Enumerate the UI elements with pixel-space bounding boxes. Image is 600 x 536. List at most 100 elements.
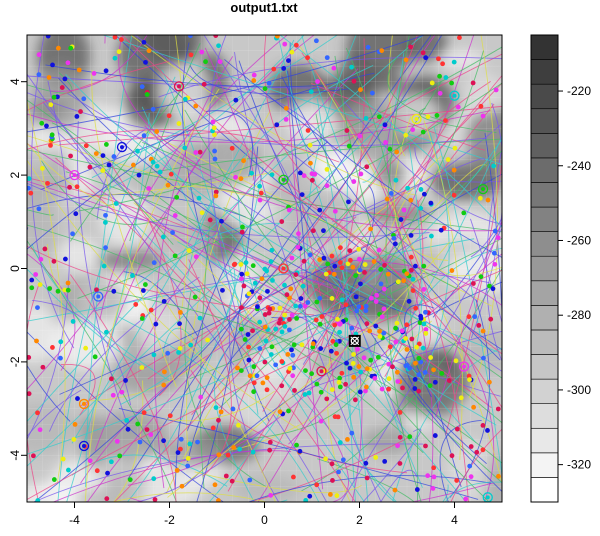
data-point (210, 119, 216, 125)
trajectory-line (419, 107, 497, 133)
data-point (416, 341, 422, 347)
data-point (36, 52, 42, 58)
data-point (423, 330, 429, 336)
colorbar-band (530, 354, 559, 380)
data-point (410, 127, 416, 133)
data-point (287, 295, 292, 301)
data-point (257, 295, 263, 301)
data-point (413, 305, 419, 311)
colorbar-tick-label: -300 (567, 383, 591, 397)
circled-point-dot (177, 84, 181, 89)
data-point (421, 321, 427, 327)
data-point (351, 78, 357, 84)
data-point (72, 422, 78, 427)
y-axis: -4 -2 0 2 4 (8, 78, 27, 461)
trajectory-line (120, 268, 236, 405)
data-point (404, 347, 410, 352)
data-point (431, 465, 437, 471)
data-point (381, 330, 387, 336)
data-point (294, 442, 299, 448)
data-point (141, 133, 147, 139)
data-point (236, 422, 241, 428)
data-point (391, 235, 397, 241)
data-point (440, 61, 445, 67)
circled-point-ring (78, 440, 90, 452)
data-point (137, 439, 143, 445)
data-point (73, 211, 79, 217)
data-point (399, 328, 405, 334)
data-point (408, 233, 414, 238)
data-point (317, 207, 323, 213)
data-point (467, 463, 473, 469)
data-point (395, 443, 400, 449)
heatmap-blob (361, 427, 412, 455)
data-point (237, 446, 243, 452)
colorbar-frame (530, 34, 559, 503)
data-point (111, 154, 117, 159)
data-point (35, 498, 41, 502)
data-point (205, 337, 210, 343)
data-point (172, 253, 178, 259)
data-point (379, 386, 385, 392)
data-point (213, 35, 219, 38)
data-point (361, 355, 367, 361)
data-point (303, 368, 308, 374)
trajectory-line (127, 327, 360, 486)
data-point (330, 478, 335, 483)
data-point (414, 344, 420, 350)
data-point (349, 325, 355, 331)
data-point (212, 156, 218, 162)
data-point (309, 177, 315, 183)
best-marker-ring (350, 336, 359, 345)
data-point (55, 288, 61, 294)
trajectory-line (45, 64, 323, 88)
data-point (412, 377, 418, 382)
trajectory-line (27, 110, 491, 143)
data-point (336, 379, 342, 385)
data-point (70, 231, 75, 237)
data-point (33, 272, 39, 277)
data-point (246, 291, 252, 297)
data-point (277, 409, 283, 415)
data-point (188, 52, 194, 58)
trajectory-line (161, 69, 259, 415)
data-point (350, 264, 356, 270)
data-point (422, 370, 428, 375)
circled-point-ring (116, 141, 128, 153)
data-point (453, 358, 459, 364)
trajectory-line (423, 120, 463, 461)
data-point (178, 446, 183, 452)
trajectory-line (118, 35, 202, 168)
data-point (213, 405, 219, 411)
data-point (491, 250, 497, 256)
trajectory-line (118, 407, 479, 500)
trajectory-line (65, 73, 500, 354)
data-point (323, 271, 329, 277)
data-point (481, 355, 486, 361)
trajectory-line (49, 276, 200, 432)
data-point (212, 482, 218, 488)
heatmap-blob (345, 35, 416, 75)
trajectory-line (196, 146, 259, 502)
data-point (405, 185, 411, 191)
colorbar-band (530, 59, 559, 85)
data-point (429, 80, 435, 86)
trajectory-line (27, 73, 235, 366)
data-point (217, 59, 223, 65)
data-point (119, 389, 125, 395)
data-point (332, 263, 338, 269)
data-point (175, 450, 181, 456)
trajectory-line (27, 35, 426, 133)
data-point (317, 321, 323, 327)
trajectory-line (228, 320, 432, 451)
colorbar-band (530, 427, 559, 454)
data-point (172, 213, 178, 218)
data-point (344, 128, 350, 133)
colorbar-band (530, 329, 559, 355)
data-point (229, 478, 235, 484)
data-point (425, 473, 431, 479)
trajectory-line (187, 327, 265, 463)
data-point (186, 248, 192, 253)
data-point (287, 317, 292, 322)
data-point (480, 328, 486, 334)
